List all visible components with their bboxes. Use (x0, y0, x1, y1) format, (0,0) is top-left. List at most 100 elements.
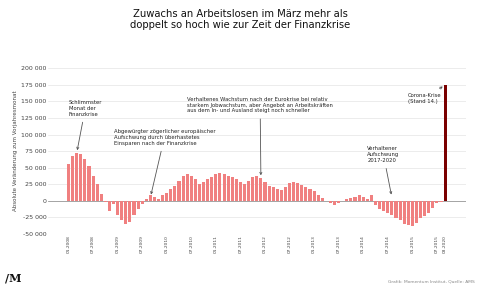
Bar (435, 201, 438, 203)
Bar (206, 180, 209, 201)
Bar (198, 184, 201, 201)
Bar (259, 178, 263, 201)
Bar (440, 201, 443, 202)
Bar (67, 164, 70, 201)
Bar (137, 201, 140, 209)
Bar (284, 188, 287, 201)
Bar (304, 188, 308, 201)
Bar (366, 199, 369, 201)
Bar (210, 177, 213, 201)
Bar (124, 201, 127, 224)
Bar (411, 201, 414, 226)
Bar (390, 201, 394, 215)
Bar (333, 201, 336, 205)
Bar (247, 181, 250, 201)
Bar (145, 199, 148, 201)
Bar (215, 174, 217, 201)
Bar (157, 199, 160, 201)
Text: /M: /M (5, 272, 21, 284)
Text: Abgewürgter zögerlicher europäischer
Aufschwung durch überhastetes
Einsparen nac: Abgewürgter zögerlicher europäischer Auf… (114, 129, 215, 194)
Bar (272, 188, 275, 201)
Bar (181, 176, 185, 201)
Text: Verhaltener
Aufschwung
2017-2020: Verhaltener Aufschwung 2017-2020 (367, 146, 399, 194)
Bar (173, 186, 177, 201)
Bar (251, 178, 254, 201)
Bar (337, 201, 340, 203)
Bar (378, 201, 381, 209)
Bar (395, 201, 397, 218)
Bar (382, 201, 385, 211)
Bar (87, 166, 91, 201)
Bar (317, 195, 320, 201)
Bar (300, 186, 303, 201)
Bar (296, 184, 299, 201)
Text: Zuwachs an Arbeitslosen im März mehr als
doppelt so hoch wie zur Zeit der Finanz: Zuwachs an Arbeitslosen im März mehr als… (130, 9, 350, 30)
Bar (374, 201, 377, 205)
Bar (116, 201, 119, 215)
Bar (96, 184, 99, 201)
Bar (427, 201, 430, 213)
Bar (431, 201, 434, 208)
Bar (112, 201, 115, 204)
Bar (218, 173, 221, 201)
Bar (104, 201, 107, 202)
Bar (267, 186, 271, 201)
Bar (403, 201, 406, 224)
Bar (264, 182, 266, 201)
Bar (235, 180, 238, 201)
Bar (165, 193, 168, 201)
Bar (423, 201, 426, 216)
Bar (321, 198, 324, 201)
Bar (312, 192, 316, 201)
Bar (407, 201, 410, 225)
Bar (153, 197, 156, 201)
Bar (292, 182, 295, 201)
Bar (161, 195, 164, 201)
Bar (128, 201, 132, 222)
Bar (349, 198, 352, 201)
Bar (92, 176, 95, 201)
Bar (243, 184, 246, 201)
Bar (190, 176, 193, 201)
Bar (202, 182, 205, 201)
Bar (276, 189, 279, 201)
Bar (186, 174, 189, 201)
Text: Schlimmster
Monat der
Finanzkrise: Schlimmster Monat der Finanzkrise (69, 100, 102, 149)
Bar (353, 197, 357, 201)
Bar (223, 174, 226, 201)
Bar (329, 201, 332, 203)
Bar (309, 189, 312, 201)
Bar (194, 180, 197, 201)
Bar (239, 182, 242, 201)
Bar (75, 153, 78, 201)
Y-axis label: Absolute Veränderung zum Vorjahresmonat: Absolute Veränderung zum Vorjahresmonat (13, 91, 18, 211)
Bar (362, 197, 365, 201)
Bar (288, 184, 291, 201)
Bar (84, 159, 86, 201)
Text: Verhaltenes Wachstum nach der Eurokrise bei relativ
starkem Jobwachstum, aber An: Verhaltenes Wachstum nach der Eurokrise … (187, 97, 333, 174)
Bar (370, 195, 373, 201)
Bar (149, 195, 152, 201)
Text: Corona-Krise
(Stand 14.): Corona-Krise (Stand 14.) (408, 87, 442, 104)
Bar (358, 195, 360, 201)
Bar (227, 176, 230, 201)
Bar (386, 201, 389, 213)
Bar (444, 85, 446, 201)
Bar (100, 194, 103, 201)
Bar (398, 201, 402, 221)
Bar (231, 178, 234, 201)
Text: Grafik: Momentum Institut, Quelle: AMS: Grafik: Momentum Institut, Quelle: AMS (388, 280, 475, 284)
Bar (280, 190, 283, 201)
Bar (419, 201, 422, 219)
Bar (79, 154, 83, 201)
Bar (71, 156, 74, 201)
Bar (415, 201, 418, 223)
Bar (108, 201, 111, 211)
Bar (141, 201, 144, 204)
Bar (132, 201, 135, 215)
Bar (169, 189, 172, 201)
Bar (178, 181, 180, 201)
Bar (345, 199, 348, 201)
Bar (255, 176, 258, 201)
Bar (120, 201, 123, 221)
